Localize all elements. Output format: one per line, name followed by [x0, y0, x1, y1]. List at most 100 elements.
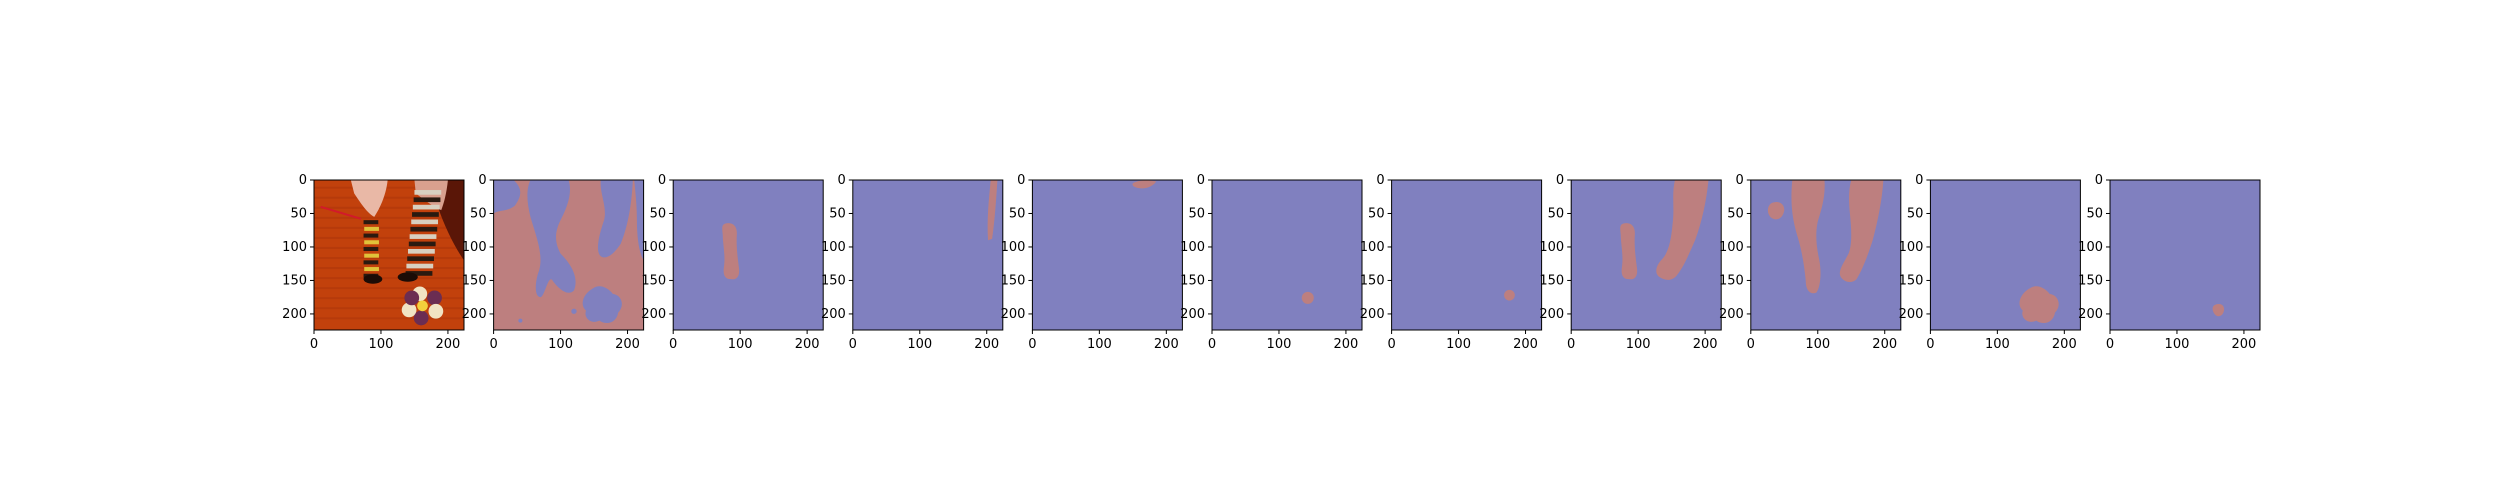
x-tick-label: 100: [1985, 337, 2010, 352]
y-tick-label: 150: [1539, 273, 1564, 288]
y-tick-label: 50: [1188, 206, 1205, 221]
mask-region: [1504, 289, 1515, 301]
x-tick-label: 200: [615, 337, 640, 352]
x-tick-label: 0: [1028, 337, 1036, 352]
photo-wood-grain: [314, 236, 464, 239]
y-tick-label: 50: [470, 206, 487, 221]
y-tick-label: 200: [2078, 307, 2103, 322]
x-tick-label: 100: [1626, 337, 1651, 352]
y-tick-label: 0: [1017, 173, 1025, 188]
photo-wood-grain: [314, 206, 464, 209]
x-tick-label: 200: [1872, 337, 1897, 352]
y-tick-label: 150: [641, 273, 666, 288]
y-tick-label: 200: [462, 307, 487, 322]
y-tick-label: 50: [1368, 206, 1385, 221]
x-tick-label: 0: [310, 337, 318, 352]
photo-sock-stripe: [412, 204, 440, 210]
y-tick-label: 100: [1360, 240, 1385, 255]
axes-frame: [1031, 179, 1183, 331]
axes-frame: [1391, 179, 1543, 331]
photo-of-striped-socks-and-flower: [314, 180, 464, 330]
photo-wood-grain: [314, 257, 464, 260]
photo-shoe: [397, 272, 418, 282]
mask-background: [1212, 180, 1362, 330]
photo-wood-grain: [314, 267, 464, 270]
photo-flower-petal: [428, 303, 444, 319]
axes-frame: [313, 179, 465, 331]
mask-region: [571, 308, 577, 314]
y-tick-label: 0: [478, 173, 486, 188]
photo-stick: [320, 205, 362, 220]
mask-region: [722, 223, 740, 280]
photo-sock-stripe: [408, 241, 436, 247]
x-tick-label: 100: [1087, 337, 1112, 352]
x-tick-label: 200: [974, 337, 999, 352]
mask-region: [2212, 303, 2225, 317]
photo-sock-stripe: [363, 246, 379, 251]
y-tick-label: 100: [1001, 240, 1026, 255]
x-tick-label: 0: [1208, 337, 1216, 352]
x-tick-label: 0: [1926, 337, 1934, 352]
x-tick-label: 100: [1446, 337, 1471, 352]
y-tick-label: 150: [462, 273, 487, 288]
y-tick-label: 100: [641, 240, 666, 255]
photo-sock-stripe: [407, 256, 434, 262]
y-tick-label: 50: [290, 206, 307, 221]
mask-region: [527, 180, 576, 298]
x-tick-label: 200: [1513, 337, 1538, 352]
mask-region: [2019, 286, 2059, 324]
y-tick-label: 200: [1180, 307, 1205, 322]
photo-sock-stripe: [411, 219, 439, 225]
y-tick-label: 150: [1360, 273, 1385, 288]
axes-frame: [1929, 179, 2081, 331]
photo-wood-grain: [314, 246, 464, 249]
y-tick-label: 0: [2095, 173, 2103, 188]
photo-sock-stripe: [414, 190, 442, 195]
axes-frame: [1211, 179, 1363, 331]
photo-flower-petal: [427, 290, 442, 306]
photo-wood-grain: [314, 226, 464, 229]
x-tick-label: 0: [669, 337, 677, 352]
y-tick-label: 0: [658, 173, 666, 188]
photo-left-sock: [363, 220, 379, 278]
y-tick-label: 100: [1899, 240, 1924, 255]
photo-flower-petal: [404, 290, 420, 306]
x-tick-label: 100: [1805, 337, 1830, 352]
x-tick-label: 200: [2052, 337, 2077, 352]
y-tick-label: 100: [2078, 240, 2103, 255]
axes-frame: [672, 179, 824, 331]
y-tick-label: 0: [1556, 173, 1564, 188]
x-tick-label: 100: [1267, 337, 1292, 352]
photo-wood-grain: [314, 196, 464, 199]
photo-sock-stripe: [364, 253, 379, 258]
x-tick-label: 200: [1154, 337, 1179, 352]
y-tick-label: 0: [838, 173, 846, 188]
y-tick-label: 150: [1899, 273, 1924, 288]
photo-wood-grain: [314, 317, 464, 320]
y-tick-label: 0: [1197, 173, 1205, 188]
y-tick-label: 200: [282, 307, 307, 322]
photo-sock-stripe: [364, 240, 379, 245]
mask-region: [582, 286, 622, 324]
x-tick-label: 100: [548, 337, 573, 352]
photo-flower: [401, 286, 444, 326]
y-tick-label: 50: [650, 206, 667, 221]
mask-background: [673, 180, 824, 330]
y-tick-label: 50: [2086, 206, 2103, 221]
photo-wood-grain: [314, 307, 464, 310]
photo-sock-stripe: [364, 267, 379, 272]
y-tick-label: 150: [2078, 273, 2103, 288]
photo-right-sock: [405, 190, 442, 276]
axes-frame: [1750, 179, 1902, 331]
photo-skin: [350, 180, 388, 217]
axes-frame: [493, 179, 645, 331]
y-tick-label: 50: [1907, 206, 1924, 221]
mask-region: [1791, 180, 1825, 294]
x-tick-label: 100: [369, 337, 394, 352]
